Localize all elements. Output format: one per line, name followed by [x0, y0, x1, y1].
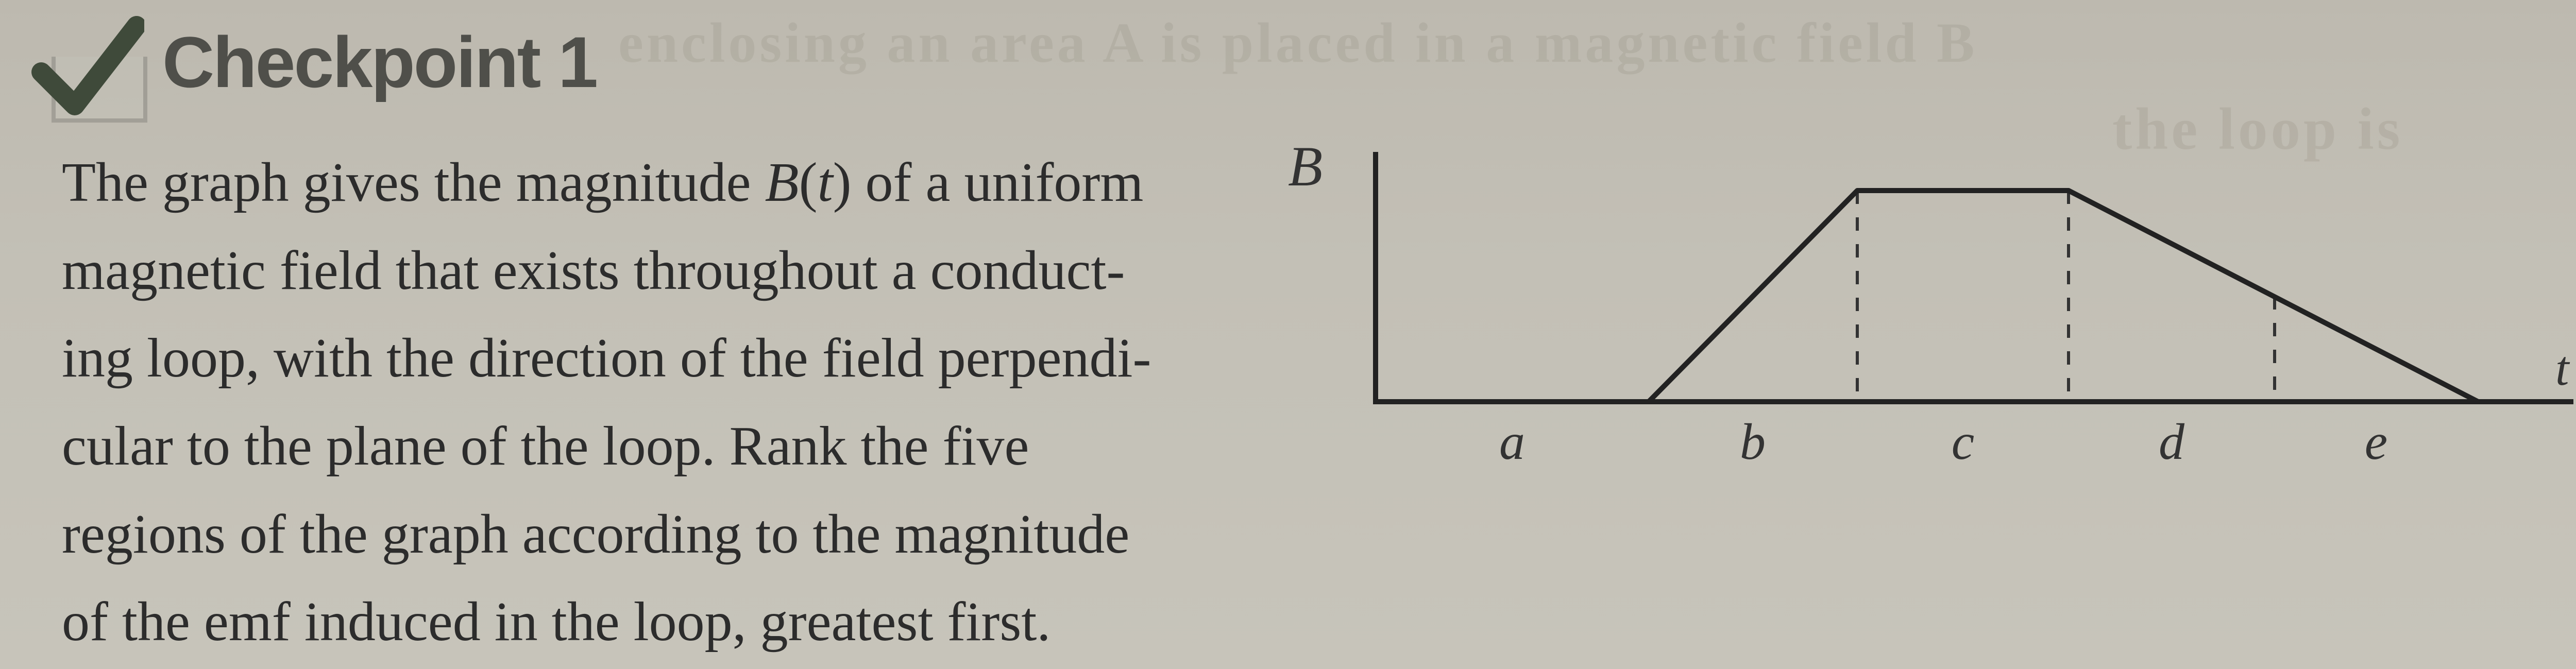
checkpoint-check-icon — [31, 15, 144, 118]
italic-variable: t — [818, 152, 833, 213]
text-run: ing loop, with the direction of the fiel… — [62, 328, 1151, 389]
text-run: regions of the graph according to the ma… — [62, 504, 1129, 565]
page-root: enclosing an area A is placed in a magne… — [0, 0, 2576, 669]
region-label: a — [1499, 412, 1525, 471]
italic-variable: B — [765, 152, 799, 213]
text-run: of the emf induced in the loop, greatest… — [62, 591, 1050, 653]
chart-region-labels: a b c d e — [1319, 412, 2576, 474]
region-label: d — [2159, 412, 2184, 471]
problem-line: magnetic field that exists throughout a … — [62, 227, 1273, 315]
region-label: b — [1740, 412, 1766, 471]
chart-y-axis-label: B — [1288, 134, 1323, 199]
ghost-line: enclosing an area A is placed in a magne… — [618, 10, 1978, 76]
problem-statement: The graph gives the magnitude B(t) of a … — [62, 139, 1273, 666]
problem-line: cular to the plane of the loop. Rank the… — [62, 403, 1273, 491]
problem-line: regions of the graph according to the ma… — [62, 491, 1273, 579]
problem-line: ing loop, with the direction of the fiel… — [62, 315, 1273, 403]
problem-line: of the emf induced in the loop, greatest… — [62, 578, 1273, 666]
region-label: e — [2365, 412, 2387, 471]
text-run: cular to the plane of the loop. Rank the… — [62, 416, 1029, 477]
region-label: c — [1952, 412, 1974, 471]
text-run: The graph gives the magnitude — [62, 152, 765, 213]
text-run: ) of a uniform — [833, 152, 1144, 213]
text-run: magnetic field that exists throughout a … — [62, 240, 1125, 301]
chart-x-axis-label: t — [2555, 340, 2569, 397]
b-of-t-curve — [1376, 191, 2478, 402]
checkpoint-heading: Checkpoint 1 — [162, 21, 597, 104]
text-run: ( — [799, 152, 818, 213]
problem-line: The graph gives the magnitude B(t) of a … — [62, 139, 1273, 227]
